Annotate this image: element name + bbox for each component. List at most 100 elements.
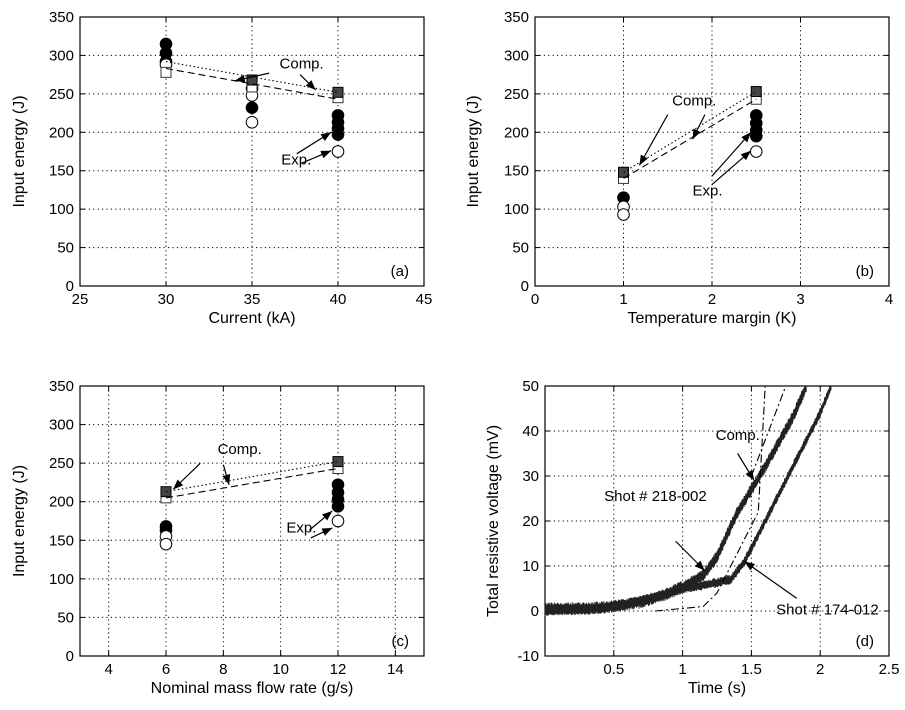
y-axis-label: Input energy (J) xyxy=(11,95,28,207)
y-axis-label: Input energy (J) xyxy=(465,95,482,207)
panel-label: (d) xyxy=(856,633,874,650)
x-tick-label: 2.5 xyxy=(879,661,900,678)
x-tick-label: 1.5 xyxy=(741,661,762,678)
x-tick-label: 0 xyxy=(531,291,539,308)
x-axis-label: Current (kA) xyxy=(208,310,295,327)
x-tick-label: 14 xyxy=(387,661,404,678)
y-tick-label: 40 xyxy=(522,423,539,440)
y-tick-label: 300 xyxy=(49,417,74,434)
annotation-text: Exp. xyxy=(693,182,723,199)
annotation-arrowhead xyxy=(320,132,332,141)
data-point-open-circle xyxy=(331,514,345,528)
data-point-filled-circle xyxy=(245,101,259,114)
y-tick-label: 50 xyxy=(522,378,539,395)
x-axis-label: Nominal mass flow rate (g/s) xyxy=(151,680,354,697)
y-tick-label: 0 xyxy=(521,278,529,295)
chart-panel-a: 25 30 35 40 45 0 50 100 150 200 250 300 350 Current (… xyxy=(11,9,432,327)
x-tick-label: 3 xyxy=(796,291,804,308)
y-tick-label: 100 xyxy=(504,201,529,218)
plot-frame xyxy=(79,385,425,657)
annotation-text: Exp. xyxy=(286,520,316,537)
x-axis-label: Time (s) xyxy=(688,680,746,697)
x-tick-label: 4 xyxy=(885,291,893,308)
data-point-filled-circle xyxy=(749,129,763,143)
voltage-trace xyxy=(544,385,832,616)
annotation-text: Comp. xyxy=(716,427,760,444)
annotation-arrowhead xyxy=(694,560,705,571)
x-tick-label: 45 xyxy=(416,291,433,308)
x-tick-label: 1 xyxy=(619,291,627,308)
annotation-text: Shot # 218-002 xyxy=(604,488,707,505)
x-tick-label: 40 xyxy=(330,291,347,308)
annotation-arrowhead xyxy=(745,469,755,481)
y-tick-label: 10 xyxy=(522,558,539,575)
annotation-arrowhead xyxy=(741,132,751,143)
data-point-filled-circle xyxy=(331,128,345,141)
annotation-arrowhead xyxy=(222,474,231,485)
y-tick-label: 0 xyxy=(66,648,74,665)
panel-label: (c) xyxy=(392,633,410,650)
computed-trend-line xyxy=(165,461,339,493)
data-point-open-circle xyxy=(617,208,630,221)
y-tick-label: 350 xyxy=(49,378,74,395)
x-tick-label: 10 xyxy=(272,661,289,678)
data-point-filled-square xyxy=(750,86,762,98)
y-axis-label: Total resistive voltage (mV) xyxy=(485,425,502,617)
data-point-open-circle xyxy=(245,115,259,129)
annotation-arrowhead xyxy=(692,128,701,140)
annotation-text: Shot # 174-012 xyxy=(776,602,879,619)
data-point-open-circle xyxy=(331,145,345,158)
y-tick-label: 300 xyxy=(504,47,529,64)
y-tick-label: 300 xyxy=(49,47,74,64)
data-point-open-circle xyxy=(159,537,173,551)
data-point-open-square xyxy=(160,66,172,78)
chart-panel-c: 4 6 8 10 12 14 0 50 100 150 200 250 300 350 Nominal ma… xyxy=(11,378,425,697)
y-tick-label: 200 xyxy=(49,124,74,141)
annotation-text: Exp. xyxy=(281,152,311,169)
annotation-arrowhead xyxy=(305,80,316,91)
annotation-arrow-line xyxy=(744,561,798,599)
y-tick-label: 100 xyxy=(49,201,74,218)
panel-label: (b) xyxy=(856,263,874,280)
annotation-arrowhead xyxy=(173,479,184,490)
y-tick-label: 250 xyxy=(504,86,529,103)
y-axis-label: Input energy (J) xyxy=(11,465,28,577)
y-tick-label: 50 xyxy=(512,240,529,257)
chart-panel-b: 0 1 2 3 4 0 50 100 150 200 250 300 350 Temperature ma… xyxy=(465,9,893,327)
computed-trend-line xyxy=(165,61,339,93)
x-tick-label: 8 xyxy=(219,661,227,678)
annotation-arrowhead xyxy=(322,510,333,521)
annotation-text: Comp. xyxy=(672,92,716,109)
annotation-arrowhead xyxy=(320,150,332,159)
data-point-filled-circle xyxy=(331,500,345,513)
chart-panel-d: 0.5 1 1.5 2 2.5 -10 0 10 20 30 40 50 Time (s) Total r… xyxy=(485,378,899,697)
computed-trend-line xyxy=(165,467,339,499)
y-tick-label: 30 xyxy=(522,468,539,485)
y-tick-label: 150 xyxy=(504,163,529,180)
x-tick-label: 0.5 xyxy=(603,661,624,678)
panel-label: (a) xyxy=(391,263,409,280)
y-tick-label: 20 xyxy=(522,513,539,530)
x-tick-label: 6 xyxy=(162,661,170,678)
computed-trend-line xyxy=(623,98,757,179)
y-tick-label: 100 xyxy=(49,571,74,588)
y-tick-label: -10 xyxy=(517,648,539,665)
y-tick-label: 50 xyxy=(57,609,74,626)
y-tick-label: 250 xyxy=(49,86,74,103)
computed-trend-line xyxy=(165,67,339,100)
y-tick-label: 150 xyxy=(49,532,74,549)
x-tick-label: 30 xyxy=(158,291,175,308)
annotation-text: Comp. xyxy=(280,55,324,72)
y-tick-label: 50 xyxy=(57,240,74,257)
x-tick-label: 1 xyxy=(678,661,686,678)
annotation-arrowhead xyxy=(744,561,755,571)
annotation-arrowhead xyxy=(740,150,751,161)
x-tick-label: 2 xyxy=(708,291,716,308)
x-tick-label: 4 xyxy=(104,661,112,678)
x-tick-label: 12 xyxy=(330,661,347,678)
x-axis-label: Temperature margin (K) xyxy=(628,310,797,327)
y-tick-label: 350 xyxy=(49,9,74,26)
y-tick-label: 350 xyxy=(504,9,529,26)
x-tick-label: 25 xyxy=(72,291,89,308)
